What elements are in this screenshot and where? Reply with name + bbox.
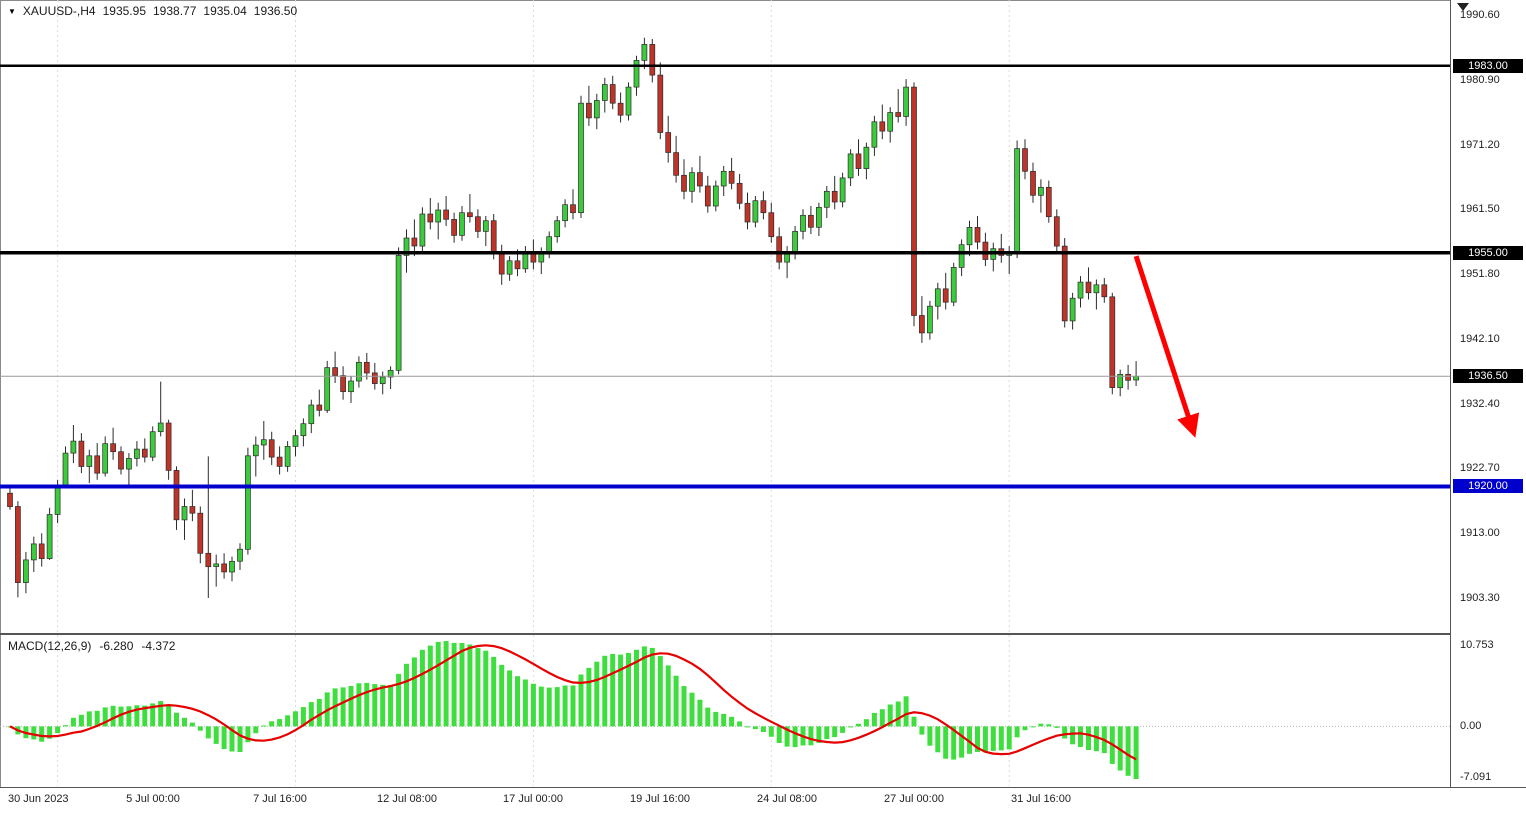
macd-main-value: -6.280 <box>99 639 134 653</box>
price-tick-label: 1990.60 <box>1460 9 1500 21</box>
time-axis-label: 19 Jul 16:00 <box>630 793 690 805</box>
macd-axis-label: 0.00 <box>1460 720 1482 733</box>
macd-signal-value: -4.372 <box>141 639 176 653</box>
price-tick-label: 1971.20 <box>1460 138 1500 151</box>
price-tick-label: 1980.90 <box>1460 73 1500 86</box>
price-tick-label: 1922.70 <box>1460 462 1500 475</box>
symbol-ohlc-header: ▼ XAUUSD-,H4 1935.95 1938.77 1935.04 193… <box>8 4 297 18</box>
macd-axis-label: -7.091 <box>1460 771 1492 783</box>
ohlc-open: 1935.95 <box>102 4 146 18</box>
time-axis-label: 27 Jul 00:00 <box>884 793 944 805</box>
time-axis-label: 12 Jul 08:00 <box>377 793 437 805</box>
ohlc-close: 1936.50 <box>253 4 298 18</box>
price-level-label: 1936.50 <box>1453 369 1523 384</box>
time-axis-label: 5 Jul 00:00 <box>126 793 180 805</box>
price-tick-label: 1951.80 <box>1460 268 1500 281</box>
time-axis-label: 7 Jul 16:00 <box>253 793 307 805</box>
macd-axis-label: 10.753 <box>1460 639 1494 651</box>
price-level-label: 1920.00 <box>1453 479 1523 494</box>
macd-histogram <box>7 641 1139 779</box>
time-axis-label: 31 Jul 16:00 <box>1011 793 1071 805</box>
time-axis-label: 17 Jul 00:00 <box>503 793 563 805</box>
price-tick-label: 1932.40 <box>1460 397 1500 410</box>
price-tick-label: 1961.50 <box>1460 203 1500 216</box>
scroll-anchor-icon[interactable] <box>1457 3 1469 11</box>
macd-indicator-header: MACD(12,26,9) -6.280 -4.372 <box>8 639 175 653</box>
price-level-label: 1983.00 <box>1453 58 1523 73</box>
ohlc-high: 1938.77 <box>153 4 197 18</box>
price-axis[interactable]: 1990.60 1980.90 1971.20 1961.50 1951.80 1942.… <box>1450 0 1526 787</box>
price-tick-label: 1942.10 <box>1460 332 1500 345</box>
symbol-label: XAUUSD-,H4 <box>22 4 96 18</box>
trend-arrow[interactable] <box>1133 255 1200 438</box>
price-tick-label: 1913.00 <box>1460 527 1500 540</box>
candlestick-series <box>7 37 1139 598</box>
price-tick-label: 1903.30 <box>1460 592 1500 604</box>
macd-label: MACD(12,26,9) <box>8 639 92 653</box>
time-axis[interactable]: 30 Jun 2023 5 Jul 00:00 7 Jul 16:00 12 Jul … <box>0 787 1526 813</box>
pane-separator[interactable] <box>0 633 1526 635</box>
time-axis-label: 24 Jul 08:00 <box>757 793 817 805</box>
macd-signal-line <box>9 644 1137 761</box>
ohlc-low: 1935.04 <box>203 4 247 18</box>
symbol-marker-icon: ▼ <box>8 6 16 16</box>
price-level-label: 1955.00 <box>1453 245 1523 260</box>
time-axis-label: 30 Jun 2023 <box>8 793 69 805</box>
